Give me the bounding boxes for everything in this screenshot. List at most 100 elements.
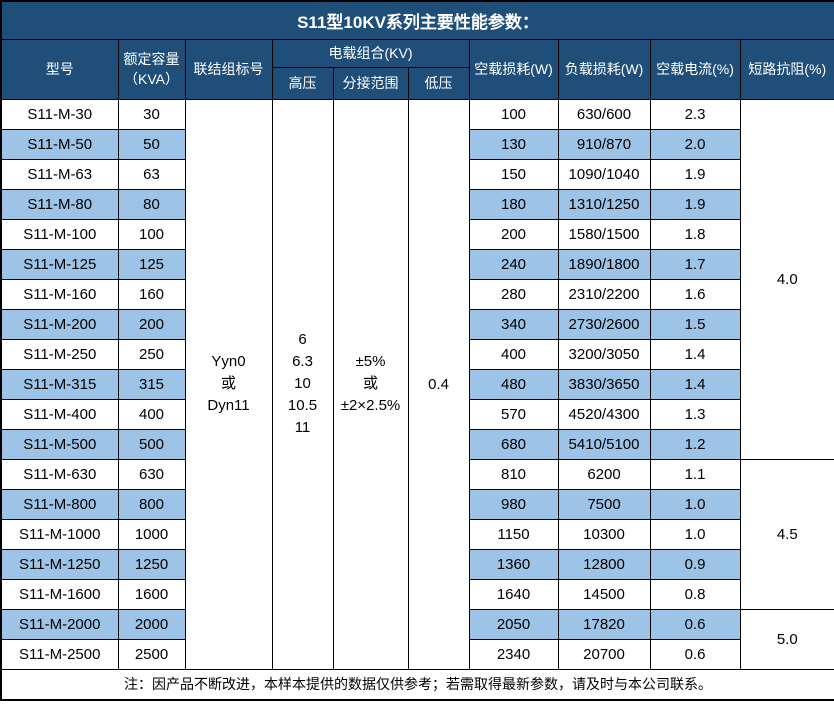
table-row: S11-M-125 125 240 1890/1800 1.7 [0, 248, 834, 280]
col-header-connection-group: 联结组标号 [184, 38, 273, 100]
cell-kva: 1000 [117, 518, 186, 550]
cell-load-loss: 2310/2200 [557, 278, 651, 310]
cell-no-load-current: 1.9 [649, 158, 741, 190]
cell-no-load-current: 1.1 [649, 458, 741, 490]
cell-no-load-loss: 1360 [468, 548, 559, 580]
cell-kva: 250 [117, 338, 186, 370]
cell-model: S11-M-1000 [0, 518, 119, 550]
cell-no-load-loss: 150 [468, 158, 559, 190]
cell-model: S11-M-160 [0, 278, 119, 310]
cell-model: S11-M-80 [0, 188, 119, 220]
table-row: S11-M-315 315 480 3830/3650 1.4 [0, 368, 834, 400]
cell-no-load-current: 1.6 [649, 278, 741, 310]
cell-no-load-current: 1.2 [649, 428, 741, 460]
cell-model: S11-M-30 [0, 98, 119, 130]
cell-model: S11-M-315 [0, 368, 119, 400]
cell-kva: 1600 [117, 578, 186, 610]
cell-no-load-loss: 280 [468, 278, 559, 310]
table-row: S11-M-200 200 340 2730/2600 1.5 [0, 308, 834, 340]
cell-no-load-loss: 1640 [468, 578, 559, 610]
cell-load-loss: 910/870 [557, 128, 651, 160]
cell-no-load-loss: 570 [468, 398, 559, 430]
cell-model: S11-M-250 [0, 338, 119, 370]
cell-no-load-loss: 680 [468, 428, 559, 460]
cell-load-loss: 1310/1250 [557, 188, 651, 220]
cell-no-load-current: 0.9 [649, 548, 741, 580]
cell-kva: 100 [117, 218, 186, 250]
cell-load-loss: 12800 [557, 548, 651, 580]
cell-no-load-current: 1.0 [649, 488, 741, 520]
cell-kva: 200 [117, 308, 186, 340]
cell-load-loss: 7500 [557, 488, 651, 520]
cell-load-loss: 20700 [557, 638, 651, 670]
cell-model: S11-M-125 [0, 248, 119, 280]
cell-model: S11-M-400 [0, 398, 119, 430]
table-row: S11-M-80 80 180 1310/1250 1.9 [0, 188, 834, 220]
cell-no-load-current: 0.8 [649, 578, 741, 610]
table-row: S11-M-500 500 680 5410/5100 1.2 [0, 428, 834, 460]
cell-kva: 63 [117, 158, 186, 190]
col-header-load-loss: 负载损耗(W) [557, 38, 651, 100]
page-title: S11型10KV系列主要性能参数： [0, 0, 834, 40]
cell-load-loss: 6200 [557, 458, 651, 490]
col-header-no-load-loss: 空载损耗(W) [468, 38, 559, 100]
footer-note: 注：因产品不断改进，本样本提供的数据仅供参考；若需取得最新参数，请及时与本公司联… [0, 668, 834, 701]
col-header-impedance: 短路抗阻(%) [739, 38, 834, 100]
cell-no-load-current: 0.6 [649, 608, 741, 640]
cell-no-load-current: 1.7 [649, 248, 741, 280]
cell-load-loss: 14500 [557, 578, 651, 610]
col-header-no-load-current: 空载电流(%) [649, 38, 741, 100]
cell-no-load-loss: 400 [468, 338, 559, 370]
cell-no-load-current: 1.5 [649, 308, 741, 340]
cell-no-load-loss: 2340 [468, 638, 559, 670]
col-header-lv: 低压 [407, 66, 470, 100]
cell-no-load-current: 1.3 [649, 398, 741, 430]
cell-model: S11-M-2500 [0, 638, 119, 670]
cell-model: S11-M-100 [0, 218, 119, 250]
cell-load-loss: 1090/1040 [557, 158, 651, 190]
col-header-voltage-combo: 电载组合(KV) [271, 38, 470, 68]
cell-no-load-current: 1.0 [649, 518, 741, 550]
col-header-capacity: 额定容量 （KVA） [117, 38, 186, 100]
cell-model: S11-M-630 [0, 458, 119, 490]
cell-no-load-loss: 1150 [468, 518, 559, 550]
cell-no-load-loss: 240 [468, 248, 559, 280]
table-row: S11-M-63 63 150 1090/1040 1.9 [0, 158, 834, 190]
cell-model: S11-M-1250 [0, 548, 119, 580]
cell-no-load-loss: 980 [468, 488, 559, 520]
cell-no-load-loss: 480 [468, 368, 559, 400]
cell-no-load-current: 2.3 [649, 98, 741, 130]
cell-load-loss: 630/600 [557, 98, 651, 130]
cell-no-load-loss: 340 [468, 308, 559, 340]
cell-no-load-loss: 100 [468, 98, 559, 130]
table-row: S11-M-800 800 980 7500 1.0 [0, 488, 834, 520]
cell-kva: 630 [117, 458, 186, 490]
cell-no-load-current: 0.6 [649, 638, 741, 670]
cell-kva: 1250 [117, 548, 186, 580]
col-header-tap-range: 分接范围 [332, 66, 409, 100]
cell-model: S11-M-2000 [0, 608, 119, 640]
cell-kva: 2500 [117, 638, 186, 670]
table-row: S11-M-160 160 280 2310/2200 1.6 [0, 278, 834, 310]
table-row: S11-M-1600 1600 1640 14500 0.8 [0, 578, 834, 610]
cell-model: S11-M-50 [0, 128, 119, 160]
cell-kva: 125 [117, 248, 186, 280]
cell-tap-range: ±5% 或 ±2×2.5% [332, 98, 409, 670]
table-row: S11-M-2500 2500 2340 20700 0.6 [0, 638, 834, 670]
table-row: S11-M-100 100 200 1580/1500 1.8 [0, 218, 834, 250]
cell-kva: 30 [117, 98, 186, 130]
cell-kva: 500 [117, 428, 186, 460]
cell-no-load-current: 2.0 [649, 128, 741, 160]
header-row-1: 型号 额定容量 （KVA） 联结组标号 电载组合(KV) 空载损耗(W) 负载损… [0, 38, 834, 100]
cell-no-load-current: 1.4 [649, 368, 741, 400]
table-row: S11-M-30 30 Yyn0 或 Dyn11 6 6.3 10 10.5 1… [0, 98, 834, 670]
cell-load-loss: 17820 [557, 608, 651, 640]
cell-lv-voltage: 0.4 [407, 98, 470, 670]
header-row-2: 高压 分接范围 低压 [1, 66, 834, 100]
cell-load-loss: 1580/1500 [557, 218, 651, 250]
cell-model: S11-M-800 [0, 488, 119, 520]
cell-load-loss: 5410/5100 [557, 428, 651, 460]
table-row: S11-M-630 630 810 6200 1.1 4.5 [0, 458, 834, 610]
col-header-model: 型号 [0, 38, 119, 100]
